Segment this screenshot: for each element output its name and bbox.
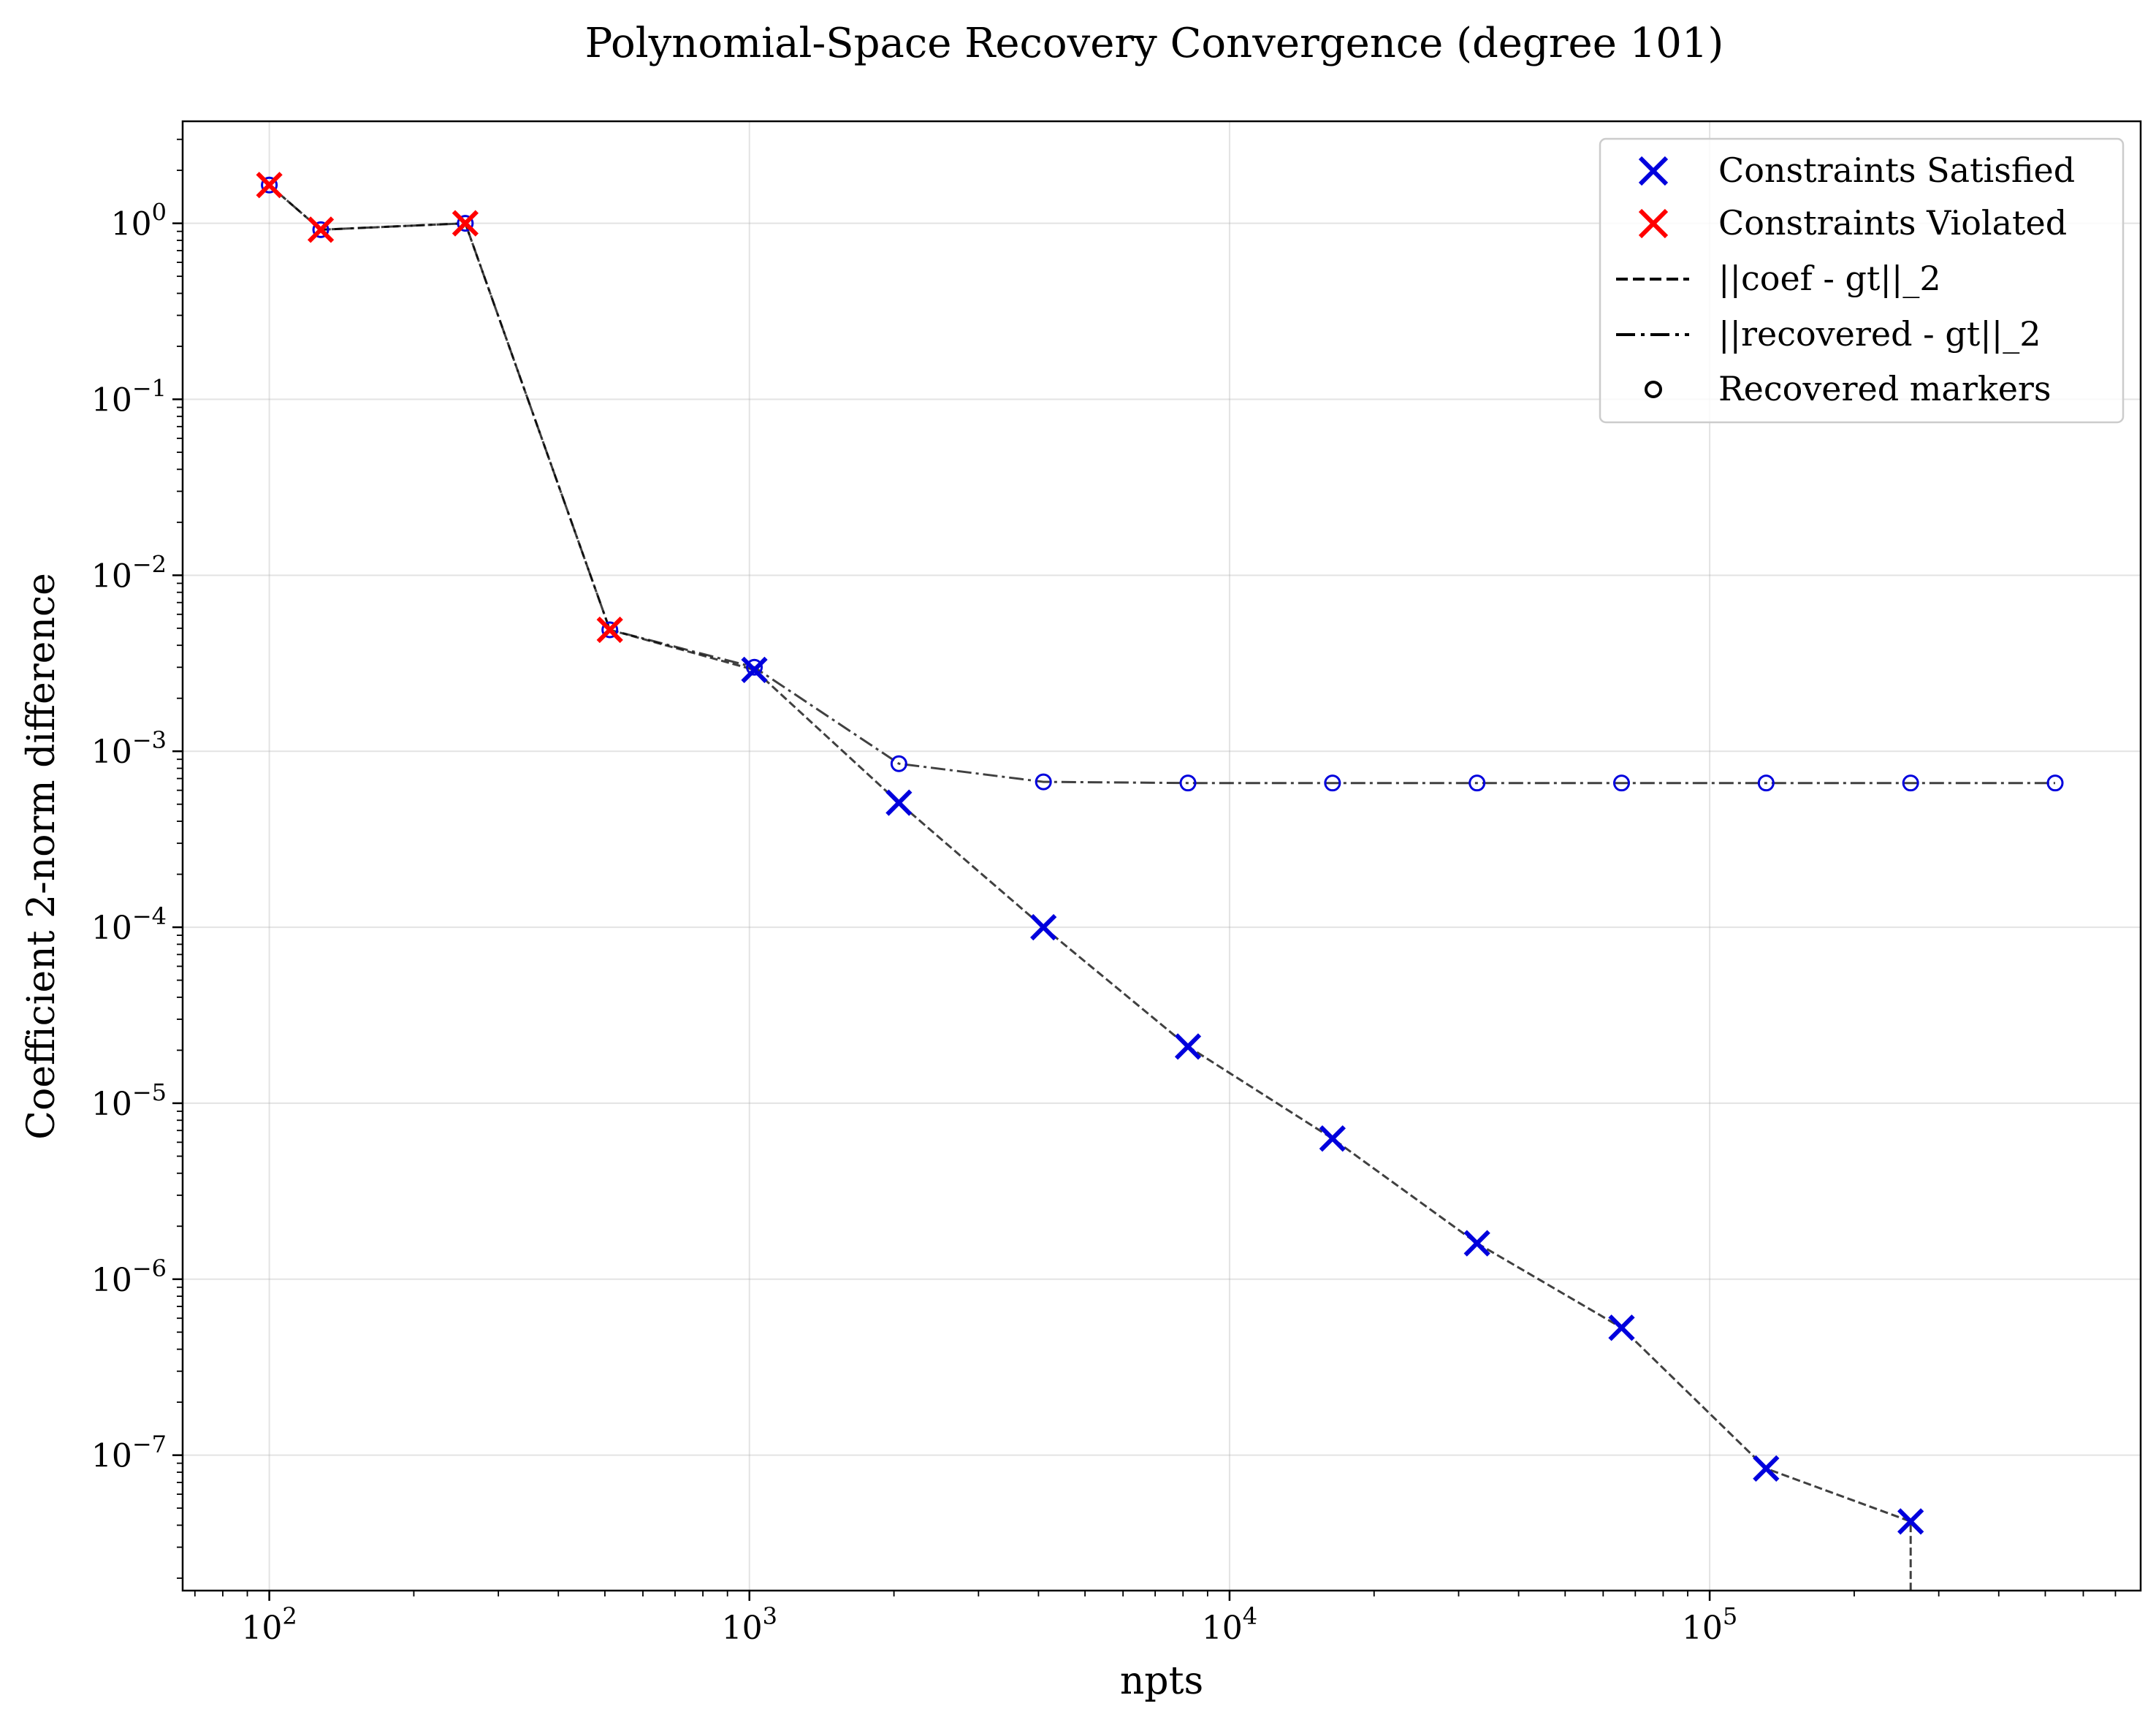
grid — [183, 121, 2141, 1591]
satisfied-marker — [1753, 1455, 1780, 1482]
y-axis-ticks: 100 10−1 10−2 10−3 10−4 10−5 10−6 10−7 — [91, 199, 183, 1475]
recovered-marker — [1035, 773, 1052, 791]
plot-frame — [181, 120, 2142, 1592]
legend-coef-label: ||coef - gt||_2 — [1718, 259, 1941, 298]
y-axis-label: Coefficient 2-norm difference — [20, 573, 64, 1140]
recovered-marker — [1902, 774, 1919, 792]
legend-violated-label: Constraints Violated — [1718, 203, 2067, 243]
y-tick-label: 10−3 — [91, 726, 167, 771]
legend-satisfied-label: Constraints Satisfied — [1718, 151, 2075, 190]
satisfied-marker — [1174, 1033, 1202, 1060]
recovered-marker — [890, 755, 907, 772]
satisfied-marker — [1319, 1125, 1346, 1152]
violated-marker — [256, 172, 283, 199]
chart-title: Polynomial-Space Recovery Convergence (d… — [585, 20, 1724, 67]
violated-marker — [596, 616, 623, 644]
satisfied-marker — [885, 789, 913, 816]
data-markers — [256, 172, 2064, 1535]
legend-recovered-label: ||recovered - gt||_2 — [1718, 314, 2041, 354]
x-tick-label: 105 — [1682, 1602, 1737, 1647]
y-tick-label: 10−7 — [91, 1431, 167, 1475]
satisfied-marker — [1608, 1314, 1635, 1341]
recovered-marker — [312, 221, 330, 238]
y-tick-label: 10−5 — [91, 1078, 167, 1123]
recovered-marker — [1613, 774, 1631, 792]
satisfied-marker — [1030, 913, 1057, 941]
recovered-marker — [1324, 774, 1341, 792]
series-recovered-line — [268, 184, 2055, 785]
recovered-marker — [746, 658, 763, 676]
recovered-marker — [1179, 774, 1197, 792]
y-tick-label: 10−1 — [91, 375, 167, 419]
legend-box — [1599, 137, 2125, 424]
satisfied-marker — [741, 656, 768, 683]
recovered-marker — [457, 215, 474, 232]
recovered-marker — [2046, 774, 2064, 792]
legend-violated-marker — [1638, 208, 1669, 239]
x-tick-label: 103 — [722, 1602, 777, 1647]
legend-markers-symbol — [1645, 381, 1662, 398]
x-tick-label: 104 — [1202, 1602, 1257, 1647]
legend: Constraints Satisfied Constraints Violat… — [1599, 137, 2125, 424]
y-tick-label: 10−2 — [91, 550, 167, 595]
y-tick-label: 10−6 — [91, 1255, 167, 1299]
violated-marker — [307, 216, 335, 243]
recovered-marker — [261, 176, 278, 194]
recovered-marker — [601, 621, 619, 639]
y-tick-label: 10−4 — [91, 902, 167, 947]
legend-satisfied-marker — [1638, 156, 1669, 186]
satisfied-marker — [1897, 1508, 1924, 1535]
recovered-marker — [1469, 774, 1486, 792]
recovered-marker — [1757, 774, 1775, 792]
satisfied-marker — [1463, 1230, 1490, 1257]
legend-markers-label: Recovered markers — [1718, 369, 2052, 408]
series-lines — [268, 184, 2055, 1591]
y-tick-label: 100 — [111, 199, 167, 243]
minor-ticks — [177, 138, 2117, 1596]
x-axis-label: npts — [1120, 1659, 1203, 1703]
x-axis-ticks: 102 103 104 105 — [241, 1591, 1737, 1647]
x-tick-label: 102 — [241, 1602, 297, 1647]
violated-marker — [452, 210, 479, 237]
